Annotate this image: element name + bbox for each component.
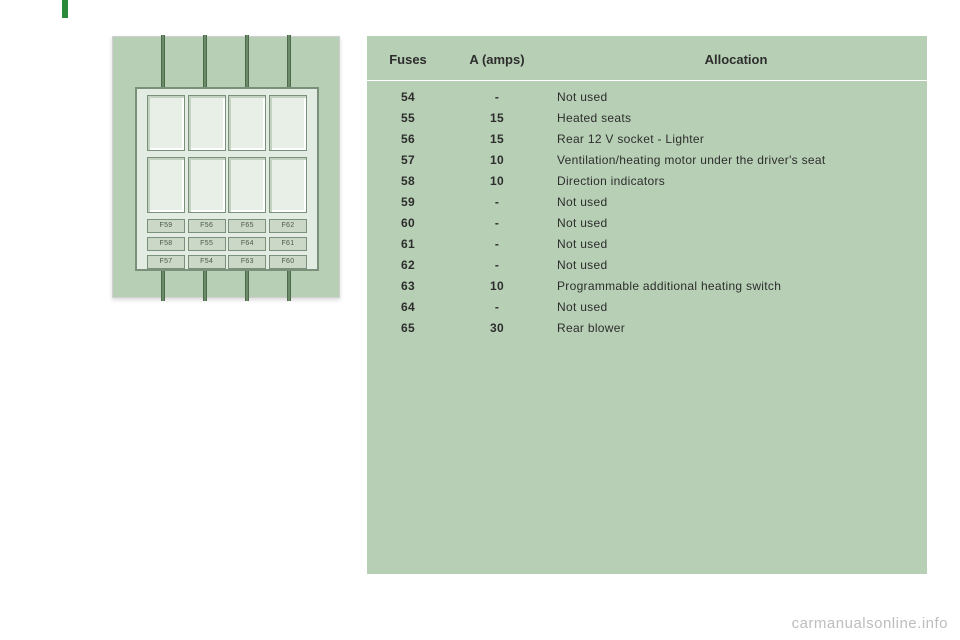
cell-amps: - — [449, 195, 545, 209]
relay-slot — [188, 157, 226, 213]
cell-amps: 10 — [449, 153, 545, 167]
cell-allocation: Not used — [545, 90, 927, 104]
fuse-label: F62 — [269, 219, 307, 233]
cell-fuse: 65 — [367, 321, 449, 335]
fuse-label: F56 — [188, 219, 226, 233]
cell-allocation: Ventilation/heating motor under the driv… — [545, 153, 927, 167]
cell-fuse: 59 — [367, 195, 449, 209]
fusebox-body: F59 F56 F65 F62 F58 F55 F64 F61 F57 F54 … — [135, 87, 319, 271]
cell-allocation: Not used — [545, 216, 927, 230]
cell-fuse: 56 — [367, 132, 449, 146]
table-row: 5810Direction indicators — [367, 170, 927, 191]
fuse-label: F55 — [188, 237, 226, 251]
wire — [245, 35, 249, 89]
cell-amps: 10 — [449, 174, 545, 188]
relay-slot — [228, 95, 266, 151]
cell-fuse: 63 — [367, 279, 449, 293]
fuse-label: F58 — [147, 237, 185, 251]
wire — [245, 269, 249, 301]
relay-slot — [228, 157, 266, 213]
table-body: 54-Not used5515Heated seats5615Rear 12 V… — [367, 82, 927, 338]
cell-amps: 15 — [449, 111, 545, 125]
table-row: 61-Not used — [367, 233, 927, 254]
cell-allocation: Heated seats — [545, 111, 927, 125]
cell-fuse: 54 — [367, 90, 449, 104]
table-row: 62-Not used — [367, 254, 927, 275]
fuse-label: F57 — [147, 255, 185, 269]
table-header-row: Fuses A (amps) Allocation — [367, 36, 927, 82]
cell-amps: 10 — [449, 279, 545, 293]
cell-allocation: Programmable additional heating switch — [545, 279, 927, 293]
wire — [287, 35, 291, 89]
relay-slot — [269, 157, 307, 213]
table-row: 60-Not used — [367, 212, 927, 233]
page-side-tab — [62, 0, 68, 18]
cell-fuse: 58 — [367, 174, 449, 188]
cell-amps: - — [449, 258, 545, 272]
fuse-table: Fuses A (amps) Allocation 54-Not used551… — [367, 36, 927, 574]
header-rule — [367, 80, 927, 81]
cell-fuse: 62 — [367, 258, 449, 272]
col-header-allocation: Allocation — [545, 52, 927, 67]
table-row: 5710Ventilation/heating motor under the … — [367, 149, 927, 170]
table-row: 5615Rear 12 V socket - Lighter — [367, 128, 927, 149]
table-row: 6530Rear blower — [367, 317, 927, 338]
fuse-label: F65 — [228, 219, 266, 233]
cell-allocation: Not used — [545, 300, 927, 314]
wire — [203, 35, 207, 89]
wire — [161, 269, 165, 301]
fuse-label: F63 — [228, 255, 266, 269]
cell-allocation: Not used — [545, 195, 927, 209]
wire — [203, 269, 207, 301]
col-header-amps: A (amps) — [449, 52, 545, 67]
cell-fuse: 57 — [367, 153, 449, 167]
relay-slot — [147, 157, 185, 213]
cell-amps: - — [449, 216, 545, 230]
cell-amps: - — [449, 300, 545, 314]
table-row: 64-Not used — [367, 296, 927, 317]
table-row: 54-Not used — [367, 86, 927, 107]
fuse-label: F64 — [228, 237, 266, 251]
relay-slot — [269, 95, 307, 151]
cell-allocation: Not used — [545, 258, 927, 272]
fuse-label: F60 — [269, 255, 307, 269]
fuse-label: F59 — [147, 219, 185, 233]
col-header-fuses: Fuses — [367, 52, 449, 67]
wire — [287, 269, 291, 301]
cell-allocation: Rear 12 V socket - Lighter — [545, 132, 927, 146]
cell-amps: - — [449, 237, 545, 251]
cell-fuse: 64 — [367, 300, 449, 314]
relay-slot — [188, 95, 226, 151]
cell-allocation: Direction indicators — [545, 174, 927, 188]
wire — [161, 35, 165, 89]
fusebox-diagram: F59 F56 F65 F62 F58 F55 F64 F61 F57 F54 … — [112, 36, 340, 298]
cell-fuse: 60 — [367, 216, 449, 230]
cell-fuse: 55 — [367, 111, 449, 125]
cell-amps: - — [449, 90, 545, 104]
watermark-text: carmanualsonline.info — [792, 615, 948, 632]
table-row: 6310Programmable additional heating swit… — [367, 275, 927, 296]
table-row: 5515Heated seats — [367, 107, 927, 128]
cell-allocation: Not used — [545, 237, 927, 251]
cell-amps: 15 — [449, 132, 545, 146]
relay-slot — [147, 95, 185, 151]
cell-fuse: 61 — [367, 237, 449, 251]
fuse-label: F54 — [188, 255, 226, 269]
cell-allocation: Rear blower — [545, 321, 927, 335]
table-row: 59-Not used — [367, 191, 927, 212]
fuse-label: F61 — [269, 237, 307, 251]
cell-amps: 30 — [449, 321, 545, 335]
